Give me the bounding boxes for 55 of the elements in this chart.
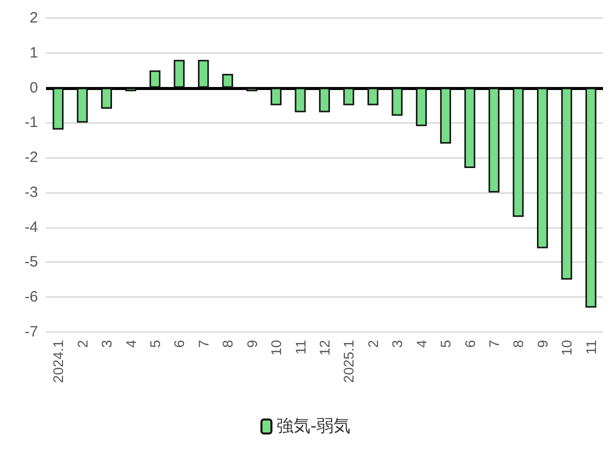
bar (198, 60, 209, 88)
y-tick-label: 0 (30, 79, 38, 96)
x-tick-label: 8 (510, 340, 526, 348)
x-tick-label: 6 (171, 340, 188, 348)
x-tick-label: 2 (364, 340, 381, 348)
bar (174, 60, 185, 88)
bar (488, 88, 500, 192)
x-tick-label: 11 (582, 340, 599, 355)
bar (52, 88, 64, 130)
bar (537, 88, 548, 248)
x-tick-label: 3 (98, 340, 115, 348)
x-tick-label: 6 (462, 340, 478, 348)
bar (416, 88, 427, 126)
x-tick-label: 3 (389, 340, 406, 348)
x-tick-label: 11 (292, 340, 308, 355)
bar (440, 88, 452, 144)
bar (76, 88, 88, 123)
y-tick-label: -6 (24, 288, 38, 306)
y-tick-label: -5 (24, 254, 38, 271)
x-tick-label: 2 (74, 340, 90, 348)
y-tick-label: -7 (24, 324, 38, 340)
x-tick-label: 8 (220, 340, 236, 348)
bar (294, 88, 306, 112)
x-tick-label: 10 (558, 340, 575, 356)
x-tick-label: 4 (413, 340, 430, 348)
y-tick-label: 1 (30, 44, 38, 62)
bar (270, 88, 282, 106)
legend-label: 強気-弱気 (276, 416, 351, 436)
x-tick-label: 5 (146, 340, 163, 348)
x-tick-label: 10 (268, 340, 284, 356)
bar (512, 88, 524, 217)
bar (343, 88, 354, 106)
bar (222, 74, 234, 88)
bar (392, 88, 403, 116)
x-tick-label: 7 (486, 340, 502, 348)
x-tick-label: 9 (534, 340, 550, 348)
bar (367, 88, 378, 106)
x-tick-label: 2025.1 (340, 340, 357, 383)
bar (464, 88, 476, 168)
x-tick-label: 5 (438, 340, 454, 348)
bar (561, 88, 572, 280)
y-tick-label: 2 (30, 10, 38, 26)
x-tick-label: 7 (195, 340, 212, 348)
y-tick-label: -2 (24, 149, 38, 166)
bar (101, 88, 112, 109)
y-tick-label: -3 (24, 184, 38, 201)
bar (585, 88, 596, 308)
x-tick-label: 9 (244, 340, 260, 348)
bar (150, 70, 160, 88)
y-tick-label: -1 (24, 114, 38, 132)
x-tick-label: 2024.1 (50, 340, 66, 383)
bar (319, 88, 330, 112)
x-tick-label: 4 (122, 340, 139, 348)
y-tick-label: -4 (24, 218, 38, 236)
x-tick-label: 12 (316, 340, 332, 356)
